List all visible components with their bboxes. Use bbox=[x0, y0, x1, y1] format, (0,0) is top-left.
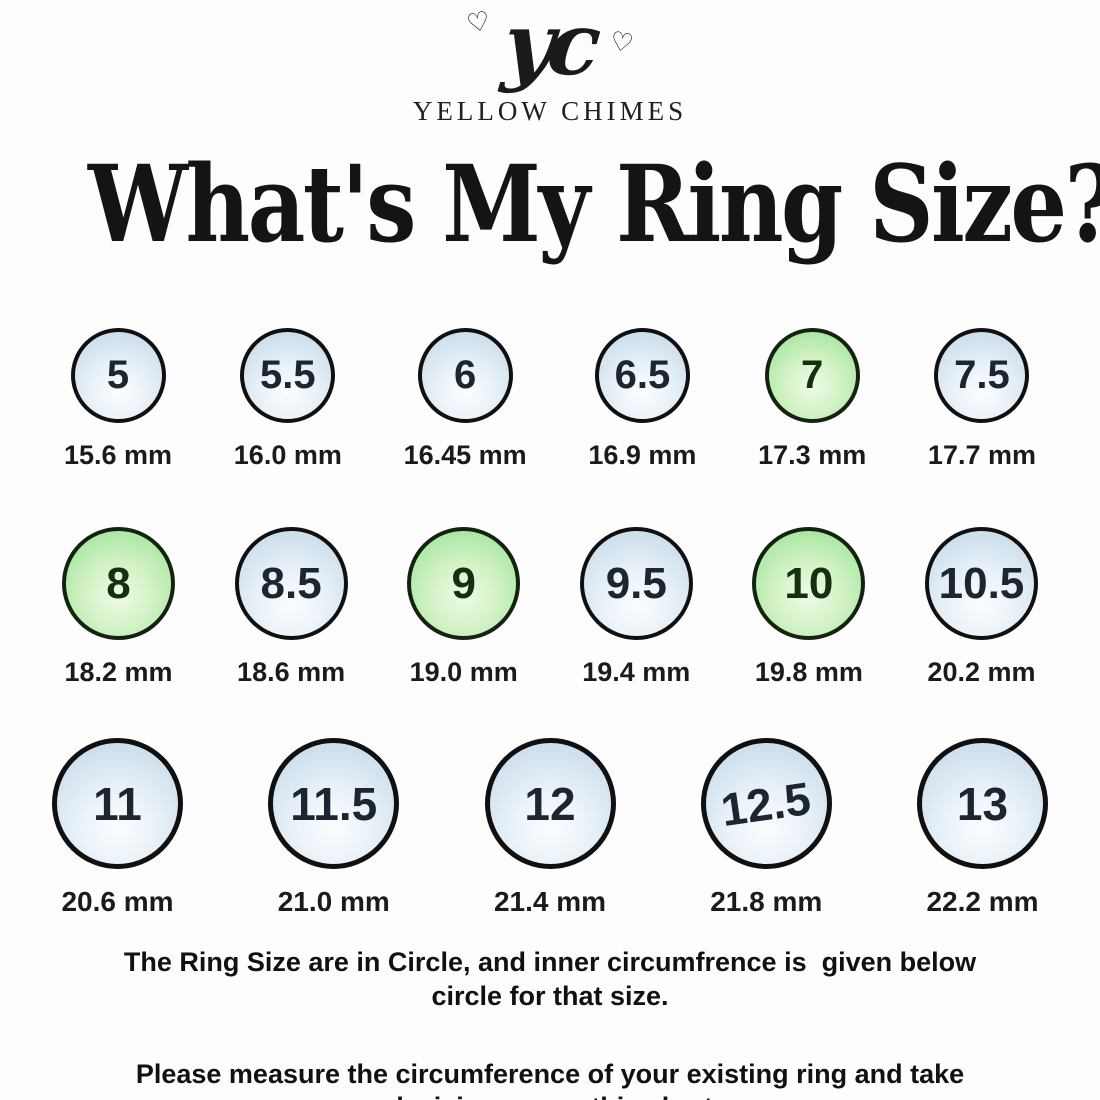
ring-size-cell: 7 17.3 mm bbox=[758, 328, 866, 471]
size-row: 5 15.6 mm 5.5 16.0 mm 6 16.45 mm 6.5 16.… bbox=[0, 328, 1100, 471]
ring-diameter-label: 15.6 mm bbox=[64, 440, 173, 470]
footer-note-measure-instruction: Please measure the circumference of your… bbox=[135, 1058, 965, 1100]
page-title: What's My Ring Size? bbox=[88, 141, 1100, 266]
ring-size-number: 9.5 bbox=[605, 558, 667, 608]
size-row: 8 18.2 mm 8.5 18.6 mm 9 19.0 mm 9.5 19.4… bbox=[0, 527, 1100, 688]
ring-diameter-label: 16.0 mm bbox=[233, 440, 342, 470]
ring-size-circle: 5 bbox=[70, 328, 166, 423]
ring-size-circle: 13 bbox=[917, 738, 1048, 869]
ring-size-circle: 12.5 bbox=[700, 738, 832, 869]
ring-size-number: 8.5 bbox=[260, 558, 322, 608]
brand-logo: ♡ yc ♡ bbox=[463, 0, 636, 95]
heart-icon: ♡ bbox=[463, 5, 493, 41]
ring-diameter-label: 20.6 mm bbox=[61, 886, 174, 917]
ring-diameter-label: 19.4 mm bbox=[582, 657, 691, 687]
ring-diameter-label: 18.6 mm bbox=[237, 657, 346, 687]
ring-size-cell: 6 16.45 mm bbox=[404, 328, 527, 471]
ring-size-cell: 11 20.6 mm bbox=[52, 738, 183, 918]
ring-size-number: 13 bbox=[956, 777, 1009, 830]
ring-size-circle: 9.5 bbox=[579, 527, 693, 640]
ring-size-circle: 6.5 bbox=[594, 328, 690, 423]
ring-size-cell: 11.5 21.0 mm bbox=[268, 738, 400, 918]
ring-size-cell: 12.5 21.8 mm bbox=[700, 738, 832, 918]
ring-diameter-label: 21.4 mm bbox=[493, 886, 607, 917]
logo-script-text: yc bbox=[498, 0, 600, 95]
ring-size-number: 10 bbox=[784, 558, 834, 608]
ring-diameter-label: 22.2 mm bbox=[926, 886, 1039, 917]
ring-diameter-label: 17.7 mm bbox=[927, 440, 1036, 470]
footer-note-circle-explanation: The Ring Size are in Circle, and inner c… bbox=[123, 947, 984, 1011]
ring-size-number: 12 bbox=[524, 777, 576, 830]
ring-size-number: 5.5 bbox=[260, 353, 316, 397]
ring-diameter-label: 19.0 mm bbox=[409, 657, 518, 687]
brand-header: ♡ yc ♡ YELLOW CHIMES bbox=[0, 0, 1100, 127]
ring-size-number: 7.5 bbox=[954, 353, 1010, 397]
ring-size-cell: 5 15.6 mm bbox=[64, 328, 172, 471]
size-row: 11 20.6 mm 11.5 21.0 mm 12 21.4 mm 12.5 … bbox=[0, 738, 1100, 918]
ring-size-number: 6.5 bbox=[614, 353, 671, 397]
ring-size-cell: 5.5 16.0 mm bbox=[234, 328, 342, 471]
ring-size-cell: 9.5 19.4 mm bbox=[579, 527, 693, 688]
ring-diameter-label: 20.2 mm bbox=[927, 657, 1036, 687]
ring-size-circle: 6 bbox=[417, 328, 513, 423]
ring-size-circle: 5.5 bbox=[240, 328, 336, 423]
ring-diameter-label: 19.8 mm bbox=[754, 657, 863, 687]
ring-size-circle: 11.5 bbox=[268, 738, 400, 869]
ring-size-cell: 7.5 17.7 mm bbox=[928, 328, 1036, 471]
ring-size-cell: 8 18.2 mm bbox=[62, 527, 175, 688]
ring-size-number: 9 bbox=[451, 558, 476, 608]
ring-size-circle: 11 bbox=[52, 738, 183, 869]
ring-size-cell: 9 19.0 mm bbox=[407, 527, 521, 688]
ring-size-circle: 7 bbox=[764, 328, 860, 423]
ring-size-circle: 12 bbox=[484, 738, 616, 869]
ring-size-number: 12.5 bbox=[718, 771, 815, 836]
ring-size-cell: 6.5 16.9 mm bbox=[588, 328, 696, 471]
ring-size-cell: 12 21.4 mm bbox=[484, 738, 616, 918]
ring-size-circle: 7.5 bbox=[934, 328, 1030, 423]
ring-diameter-label: 17.3 mm bbox=[758, 440, 867, 470]
ring-size-number: 11.5 bbox=[290, 777, 378, 830]
heart-icon: ♡ bbox=[607, 26, 636, 60]
ring-size-circle: 10.5 bbox=[924, 527, 1038, 640]
ring-size-number: 7 bbox=[801, 353, 824, 397]
ring-size-cell: 8.5 18.6 mm bbox=[234, 527, 348, 688]
ring-diameter-label: 21.0 mm bbox=[277, 886, 390, 917]
ring-diameter-label: 16.9 mm bbox=[588, 440, 697, 470]
ring-size-number: 8 bbox=[106, 558, 131, 608]
ring-size-number: 11 bbox=[93, 777, 142, 830]
ring-size-cell: 10.5 20.2 mm bbox=[924, 527, 1038, 688]
ring-size-number: 6 bbox=[453, 353, 477, 397]
ring-diameter-label: 16.45 mm bbox=[403, 440, 527, 470]
ring-diameter-label: 18.2 mm bbox=[64, 657, 173, 687]
brand-name: YELLOW CHIMES bbox=[412, 96, 688, 126]
ring-size-cell: 10 19.8 mm bbox=[752, 527, 866, 688]
size-chart: 5 15.6 mm 5.5 16.0 mm 6 16.45 mm 6.5 16.… bbox=[0, 328, 1100, 918]
ring-diameter-label: 21.8 mm bbox=[710, 886, 823, 917]
ring-size-number: 10.5 bbox=[938, 558, 1025, 608]
ring-size-circle: 8 bbox=[62, 527, 175, 640]
ring-size-number: 5 bbox=[106, 353, 130, 397]
ring-size-circle: 10 bbox=[752, 527, 866, 640]
ring-size-circle: 8.5 bbox=[234, 527, 348, 640]
ring-size-circle: 9 bbox=[407, 527, 521, 640]
ring-size-cell: 13 22.2 mm bbox=[917, 738, 1048, 918]
